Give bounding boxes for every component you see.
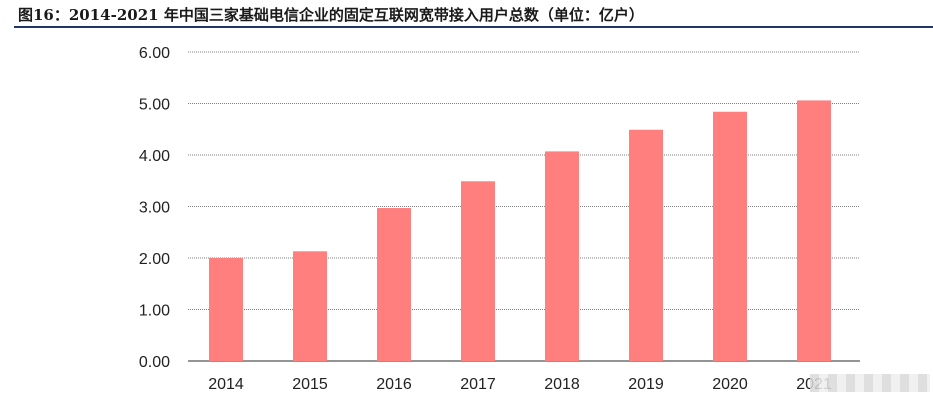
x-tick-label: 2020: [712, 376, 748, 393]
bar-2017: [461, 181, 495, 361]
bar-2014: [209, 258, 243, 361]
y-tick-label: 2.00: [139, 251, 170, 268]
title-underline: [14, 26, 933, 28]
x-tick-label: 2018: [544, 376, 580, 393]
x-tick-label: 2019: [628, 376, 664, 393]
y-tick-label: 0.00: [139, 354, 170, 371]
x-axis-ticks: 20142015201620172018201920202021: [208, 376, 832, 393]
bar-2019: [629, 129, 663, 361]
bar-2021: [797, 100, 831, 361]
bar-2018: [545, 151, 579, 361]
y-tick-label: 5.00: [139, 97, 170, 114]
blurred-watermark: [810, 374, 930, 392]
bar-2015: [293, 251, 327, 361]
bars: [209, 100, 831, 362]
bar-2020: [713, 111, 747, 362]
y-axis-ticks: 0.00 1.00 2.00 3.00 4.00 5.00 6.00: [139, 45, 170, 371]
y-tick-label: 3.00: [139, 200, 170, 217]
x-tick-label: 2016: [376, 376, 412, 393]
y-tick-label: 1.00: [139, 303, 170, 320]
x-tick-label: 2014: [208, 376, 244, 393]
chart-title: 图16：2014-2021 年中国三家基础电信企业的固定互联网宽带接入用户总数（…: [18, 6, 644, 24]
x-tick-label: 2015: [292, 376, 328, 393]
y-tick-label: 4.00: [139, 148, 170, 165]
x-tick-label: 2017: [460, 376, 496, 393]
y-tick-label: 6.00: [139, 45, 170, 62]
bar-2016: [377, 208, 411, 361]
gridlines: [188, 51, 860, 362]
